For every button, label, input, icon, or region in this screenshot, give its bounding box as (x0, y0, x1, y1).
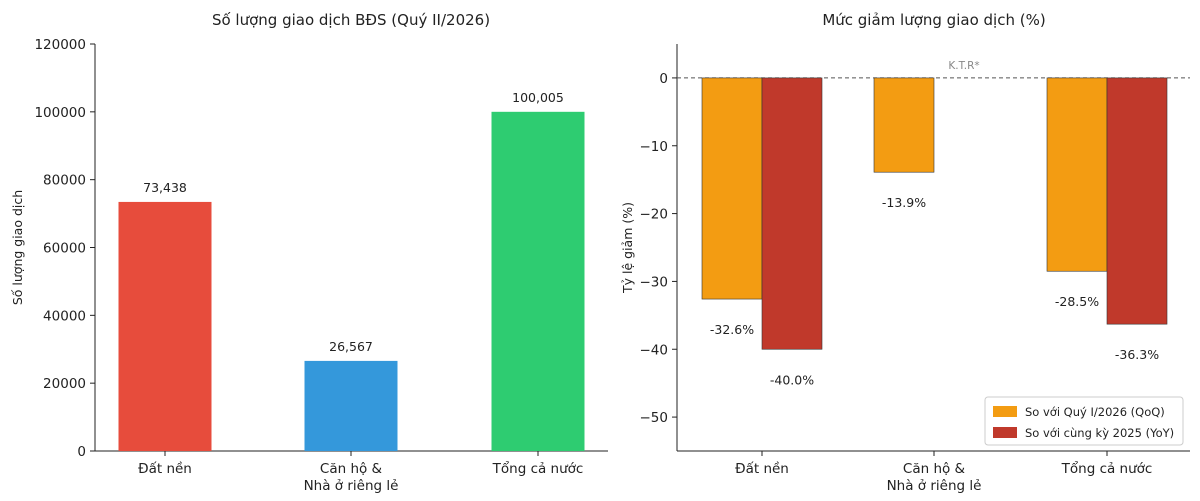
chart2-ytick-label: −30 (640, 274, 669, 290)
chart1-ytick-label: 0 (77, 444, 86, 460)
chart1-ytick-label: 100000 (34, 105, 86, 121)
chart2-ytick-label: 0 (659, 71, 668, 87)
chart2-legend-swatch (993, 427, 1017, 438)
chart2-xtick-label: Căn hộ & (903, 461, 966, 477)
chart2-legend-box (984, 396, 1184, 446)
chart2-annotation-ktr: K.T.R* (948, 60, 979, 72)
chart1-data-label: 26,567 (329, 339, 373, 354)
chart2-ytick-label: −40 (640, 342, 669, 358)
chart1-bar (304, 360, 398, 451)
chart2-legend-label: So với Quý I/2026 (QoQ) (1025, 405, 1165, 419)
chart1-xtick-label: Tổng cả nước (492, 460, 584, 477)
chart1-bar (491, 111, 585, 451)
chart2-data-label: -36.3% (1115, 347, 1159, 362)
chart2-xtick-label: Nhà ở riêng lẻ (887, 478, 982, 494)
chart2-ytick-label: −50 (640, 410, 669, 426)
chart2-ytick-label: −10 (640, 139, 669, 155)
chart2-bar-series-1 (873, 77, 935, 173)
chart2-bar-series-2 (1106, 77, 1168, 325)
chart1-data-label: 100,005 (512, 90, 564, 105)
chart1-data-label: 73,438 (143, 180, 187, 195)
chart2-bar-series-2 (761, 77, 823, 350)
chart2-bar-series-1 (701, 77, 763, 300)
chart1-ytick-label: 80000 (43, 173, 86, 189)
chart1-ytick-label: 40000 (43, 308, 86, 324)
chart2-data-label: -40.0% (770, 372, 814, 387)
chart1-xtick-label: Nhà ở riêng lẻ (304, 478, 399, 494)
chart2-legend-label: So với cùng kỳ 2025 (YoY) (1025, 426, 1174, 440)
chart2-data-label: -32.6% (710, 322, 754, 337)
chart1-xtick-label: Căn hộ & (320, 461, 383, 477)
chart2-legend-swatch (993, 406, 1017, 417)
chart1-title: Số lượng giao dịch BĐS (Quý II/2026) (212, 11, 490, 29)
chart2-y-axis-label: Tỷ lệ giảm (%) (620, 202, 635, 294)
chart2-xtick-label: Đất nền (735, 460, 789, 477)
chart2-xtick-label: Tổng cả nước (1061, 460, 1153, 477)
chart2-title: Mức giảm lượng giao dịch (%) (822, 11, 1045, 29)
chart1-ytick-label: 120000 (34, 37, 86, 53)
chart2-data-label: -13.9% (882, 195, 926, 210)
chart1-xtick-label: Đất nền (138, 460, 192, 477)
chart1-bar (118, 201, 212, 451)
chart1-ytick-label: 60000 (43, 241, 86, 257)
chart2-data-label: -28.5% (1055, 294, 1099, 309)
chart1-y-axis-label: Số lượng giao dịch (10, 190, 25, 305)
chart1-ytick-label: 20000 (43, 376, 86, 392)
chart2-bar-series-1 (1046, 77, 1108, 272)
chart2-ytick-label: −20 (640, 207, 669, 223)
